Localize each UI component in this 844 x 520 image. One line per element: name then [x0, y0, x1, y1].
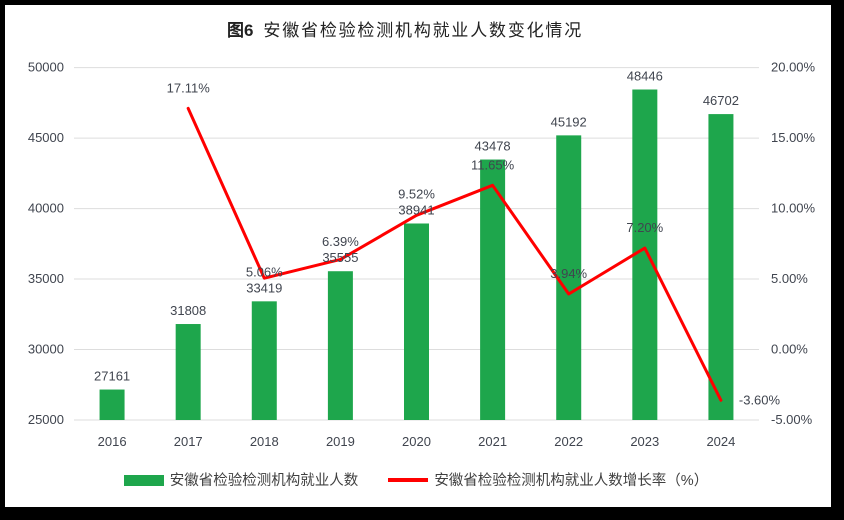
svg-text:35000: 35000 — [28, 271, 64, 286]
svg-text:2024: 2024 — [706, 434, 735, 449]
svg-text:2022: 2022 — [554, 434, 583, 449]
svg-text:46702: 46702 — [703, 93, 739, 108]
svg-text:17.11%: 17.11% — [167, 80, 211, 95]
svg-text:15.00%: 15.00% — [771, 130, 816, 145]
svg-text:2019: 2019 — [326, 434, 355, 449]
svg-text:5.00%: 5.00% — [771, 271, 808, 286]
svg-text:2017: 2017 — [174, 434, 203, 449]
svg-text:2018: 2018 — [250, 434, 279, 449]
svg-text:2021: 2021 — [478, 434, 507, 449]
svg-text:40000: 40000 — [28, 201, 64, 216]
svg-text:2023: 2023 — [630, 434, 659, 449]
svg-text:7.20%: 7.20% — [626, 220, 663, 235]
svg-text:-5.00%: -5.00% — [771, 412, 813, 427]
svg-text:6.39%: 6.39% — [322, 234, 359, 249]
svg-text:31808: 31808 — [170, 303, 206, 318]
svg-text:9.52%: 9.52% — [398, 187, 435, 202]
svg-text:33419: 33419 — [246, 280, 282, 295]
svg-text:5.06%: 5.06% — [246, 264, 283, 279]
svg-text:48446: 48446 — [627, 69, 663, 84]
svg-text:30000: 30000 — [28, 342, 64, 357]
svg-text:2020: 2020 — [402, 434, 431, 449]
svg-text:25000: 25000 — [28, 412, 64, 427]
svg-text:35555: 35555 — [322, 250, 358, 265]
svg-text:45000: 45000 — [28, 130, 64, 145]
svg-text:2016: 2016 — [98, 434, 127, 449]
svg-text:11.65%: 11.65% — [471, 157, 515, 172]
svg-text:27161: 27161 — [94, 369, 130, 384]
svg-text:0.00%: 0.00% — [771, 342, 808, 357]
svg-text:50000: 50000 — [28, 60, 64, 75]
svg-text:43478: 43478 — [475, 139, 511, 154]
svg-text:3.94%: 3.94% — [550, 266, 587, 281]
svg-text:10.00%: 10.00% — [771, 201, 816, 216]
svg-text:38941: 38941 — [398, 203, 434, 218]
svg-text:45192: 45192 — [551, 114, 587, 129]
svg-text:20.00%: 20.00% — [771, 60, 816, 75]
svg-text:-3.60%: -3.60% — [739, 392, 781, 407]
